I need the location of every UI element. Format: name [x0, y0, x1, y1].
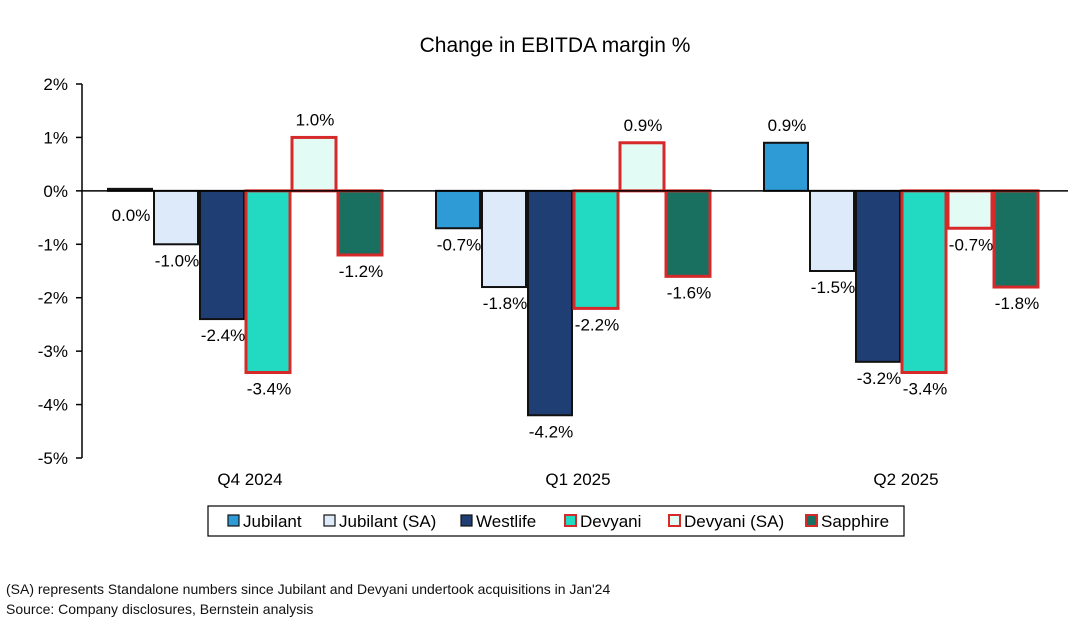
bar-jubilant-1 — [435, 189, 481, 230]
x-category-label: Q1 2025 — [545, 470, 610, 489]
bar-devyani-2 — [900, 189, 948, 375]
data-label: -1.8% — [483, 294, 527, 313]
chart-title: Change in EBITDA margin % — [420, 34, 691, 57]
x-category-label: Q4 2024 — [217, 470, 282, 489]
bar-jubilant-sa-0 — [153, 189, 199, 246]
legend-label: Westlife — [476, 512, 536, 531]
legend: Jubilant Jubilant (SA) Westlife Devyani Devy… — [207, 505, 905, 537]
bar-westlife-1 — [527, 189, 573, 417]
y-tick-label: 2% — [43, 75, 68, 94]
legend-swatch — [668, 514, 681, 527]
bar-sapphire-2 — [992, 189, 1040, 289]
data-label: -0.7% — [949, 235, 993, 254]
y-tick-label: 0% — [43, 182, 68, 201]
bar-series — [107, 135, 1040, 417]
legend-swatch — [564, 514, 577, 527]
y-axis: 2% 1% 0% -1% -2% -3% -4% -5% — [38, 75, 83, 468]
footnote-sa-note: (SA) represents Standalone numbers since… — [6, 581, 611, 597]
data-label: -1.8% — [995, 294, 1039, 313]
legend-swatch — [805, 514, 818, 527]
data-label: -1.0% — [155, 251, 199, 270]
legend-swatch — [227, 514, 240, 527]
legend-label: Jubilant (SA) — [339, 512, 436, 531]
data-label: -3.4% — [247, 380, 291, 399]
bar-jubilant-sa-2 — [809, 189, 855, 273]
x-category-label: Q2 2025 — [873, 470, 938, 489]
bar-jubilant-sa-1 — [481, 189, 527, 289]
y-tick-label: -1% — [38, 235, 68, 254]
data-label: -0.7% — [437, 235, 481, 254]
bar-devyani-sa-2 — [946, 189, 994, 230]
legend-label: Sapphire — [821, 512, 889, 531]
data-label: 0.0% — [112, 206, 151, 225]
legend-label: Devyani (SA) — [684, 512, 784, 531]
bar-westlife-2 — [855, 189, 901, 363]
legend-label: Devyani — [580, 512, 641, 531]
bar-sapphire-0 — [336, 189, 384, 257]
bar-devyani-1 — [572, 189, 620, 310]
data-label: -1.2% — [339, 262, 383, 281]
footnote-source: Source: Company disclosures, Bernstein a… — [6, 601, 314, 617]
bar-sapphire-1 — [664, 189, 712, 278]
data-label: -2.4% — [201, 326, 245, 345]
data-label: 1.0% — [296, 110, 335, 129]
bar-devyani-sa-0 — [290, 135, 338, 193]
y-tick-label: -2% — [38, 289, 68, 308]
legend-box — [207, 505, 905, 537]
data-labels: 0.0% -0.7% 0.9% -1.0% -1.8% -1.5% -2.4% -4.2% -3… — [112, 110, 1040, 441]
y-tick-label: 1% — [43, 128, 68, 147]
y-tick-label: -5% — [38, 449, 68, 468]
legend-swatch — [323, 514, 336, 527]
data-label: -3.4% — [903, 380, 947, 399]
data-label: -1.5% — [811, 278, 855, 297]
bar-devyani-sa-1 — [618, 141, 666, 193]
data-label: -1.6% — [667, 283, 711, 302]
data-label: -3.2% — [857, 369, 901, 388]
data-label: -2.2% — [575, 315, 619, 334]
data-label: 0.9% — [768, 116, 807, 135]
bar-westlife-0 — [199, 189, 245, 321]
bar-jubilant-2 — [763, 141, 809, 192]
chart: Change in EBITDA margin % 2% 1% 0% -1% -2% -3… — [38, 34, 1068, 537]
bar-devyani-0 — [244, 189, 292, 375]
legend-swatch — [460, 514, 473, 527]
data-label: 0.9% — [624, 116, 663, 135]
data-label: -4.2% — [529, 422, 573, 441]
x-axis: Q4 2024 Q1 2025 Q2 2025 — [82, 190, 1068, 489]
legend-label: Jubilant — [243, 512, 302, 531]
y-tick-label: -4% — [38, 396, 68, 415]
y-tick-label: -3% — [38, 342, 68, 361]
